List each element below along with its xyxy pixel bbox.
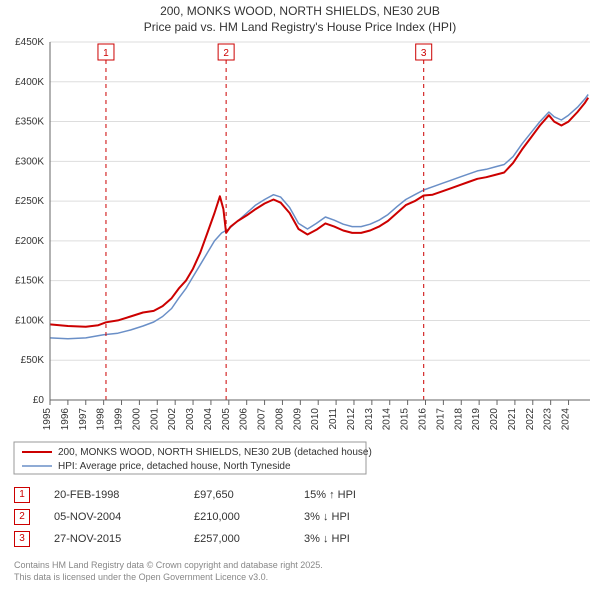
svg-text:£0: £0 <box>33 395 45 406</box>
svg-text:1: 1 <box>103 48 109 59</box>
legend-red-label: 200, MONKS WOOD, NORTH SHIELDS, NE30 2UB… <box>58 447 372 458</box>
svg-text:£100K: £100K <box>15 315 44 326</box>
svg-text:2: 2 <box>223 48 229 59</box>
svg-text:£450K: £450K <box>15 37 44 48</box>
sale-price: £210,000 <box>194 511 304 523</box>
svg-text:1998: 1998 <box>96 408 107 431</box>
sale-date: 20-FEB-1998 <box>54 489 194 501</box>
chart-legend: 200, MONKS WOOD, NORTH SHIELDS, NE30 2UB… <box>0 440 600 480</box>
svg-text:3: 3 <box>421 48 427 59</box>
sale-price: £257,000 <box>194 533 304 545</box>
svg-text:2020: 2020 <box>489 408 500 431</box>
svg-text:2011: 2011 <box>328 408 339 430</box>
sale-hpi: 3% ↓ HPI <box>304 511 586 523</box>
price-chart: 1 2 3 £0 £50K £100K £150K £200K £250K £300K £350K… <box>0 0 600 440</box>
svg-text:1997: 1997 <box>78 408 89 431</box>
svg-text:2015: 2015 <box>400 408 411 431</box>
sale-marker-icon: 1 <box>14 487 30 503</box>
svg-text:2000: 2000 <box>131 408 142 431</box>
svg-text:2024: 2024 <box>561 408 572 431</box>
footer-line2: This data is licensed under the Open Gov… <box>14 572 268 583</box>
svg-text:2010: 2010 <box>310 408 321 431</box>
svg-text:1995: 1995 <box>42 408 53 431</box>
sale-row: 1 20-FEB-1998£97,65015% ↑ HPI <box>14 486 586 504</box>
svg-text:1996: 1996 <box>60 408 71 431</box>
svg-text:£400K: £400K <box>15 77 44 88</box>
svg-text:2013: 2013 <box>364 408 375 431</box>
svg-text:2019: 2019 <box>471 408 482 431</box>
svg-text:2009: 2009 <box>292 408 303 431</box>
sale-date: 05-NOV-2004 <box>54 511 194 523</box>
sale-hpi: 15% ↑ HPI <box>304 489 586 501</box>
svg-text:2008: 2008 <box>274 408 285 431</box>
svg-text:2016: 2016 <box>417 408 428 431</box>
footer-line1: Contains HM Land Registry data © Crown c… <box>14 560 323 571</box>
sale-marker-icon: 2 <box>14 509 30 525</box>
svg-text:2021: 2021 <box>507 408 518 431</box>
svg-text:£350K: £350K <box>15 117 44 128</box>
svg-text:2003: 2003 <box>185 408 196 431</box>
svg-text:2023: 2023 <box>543 408 554 431</box>
svg-text:1999: 1999 <box>114 408 125 431</box>
svg-text:£50K: £50K <box>21 355 45 366</box>
legend-blue-label: HPI: Average price, detached house, Nort… <box>58 461 291 472</box>
svg-text:2018: 2018 <box>453 408 464 431</box>
svg-text:2005: 2005 <box>221 408 232 431</box>
sale-hpi: 3% ↓ HPI <box>304 533 586 545</box>
svg-text:2007: 2007 <box>257 408 268 431</box>
sale-row: 3 27-NOV-2015£257,0003% ↓ HPI <box>14 530 586 548</box>
svg-text:2012: 2012 <box>346 408 357 431</box>
sale-marker-icon: 3 <box>14 531 30 547</box>
sale-date: 27-NOV-2015 <box>54 533 194 545</box>
sale-price: £97,650 <box>194 489 304 501</box>
svg-text:2002: 2002 <box>167 408 178 431</box>
svg-text:£200K: £200K <box>15 236 44 247</box>
svg-text:2001: 2001 <box>149 408 160 431</box>
svg-text:2022: 2022 <box>525 408 536 431</box>
svg-text:2014: 2014 <box>382 408 393 431</box>
svg-text:£300K: £300K <box>15 156 44 167</box>
svg-text:2004: 2004 <box>203 408 214 431</box>
svg-text:2006: 2006 <box>239 408 250 431</box>
svg-text:£150K: £150K <box>15 276 44 287</box>
svg-text:£250K: £250K <box>15 196 44 207</box>
sale-row: 2 05-NOV-2004£210,0003% ↓ HPI <box>14 508 586 526</box>
svg-text:2017: 2017 <box>435 408 446 431</box>
